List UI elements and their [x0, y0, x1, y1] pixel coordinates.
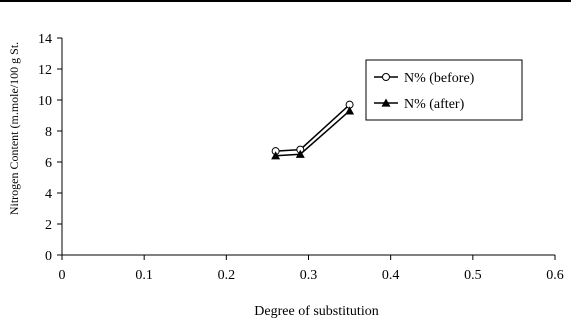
series-before: [271, 100, 354, 156]
x-tick-label: 0: [59, 268, 66, 283]
y-tick-label: 8: [45, 125, 52, 140]
x-tick-label: 0.4: [382, 268, 400, 283]
y-tick-label: 2: [45, 218, 52, 233]
y-tick-label: 14: [38, 32, 52, 47]
y-tick-label: 12: [38, 63, 52, 78]
y-tick-label: 6: [45, 156, 52, 171]
data-point: [271, 151, 281, 160]
x-tick-label: 0.5: [464, 268, 482, 283]
legend-label: N% (before): [404, 71, 475, 86]
series-after: [271, 106, 355, 160]
legend-item: N% (after): [374, 97, 465, 112]
tick-marks: [57, 37, 556, 260]
legend-marker: [382, 73, 390, 81]
legend-item: N% (before): [374, 71, 475, 86]
x-tick-label: 0.1: [135, 268, 153, 283]
y-tick-label: 4: [45, 187, 52, 202]
x-tick-label: 0.2: [218, 268, 236, 283]
x-tick-label: 0.3: [300, 268, 318, 283]
legend-marker: [381, 98, 391, 107]
legend-label: N% (after): [404, 97, 465, 112]
x-tick-label: 0.6: [546, 268, 564, 283]
series-line: [275, 110, 351, 157]
x-axis-title: Degree of substitution: [254, 304, 378, 319]
y-tick-label: 0: [45, 249, 52, 264]
top-border-line: [0, 0, 571, 2]
series-layer: [271, 100, 355, 160]
legend-box: [365, 59, 523, 121]
tick-labels: 0 2 4 6 8 10 12 14 0 0.1 0.2 0.3 0.4 0.5 0.6: [38, 32, 564, 283]
data-point: [345, 106, 355, 115]
legend: N% (before) N% (after): [365, 59, 523, 121]
data-point: [295, 149, 305, 158]
y-tick-label: 10: [38, 94, 52, 109]
y-axis-title: Nitrogen Content (m.mole/100 g St.: [7, 42, 21, 215]
